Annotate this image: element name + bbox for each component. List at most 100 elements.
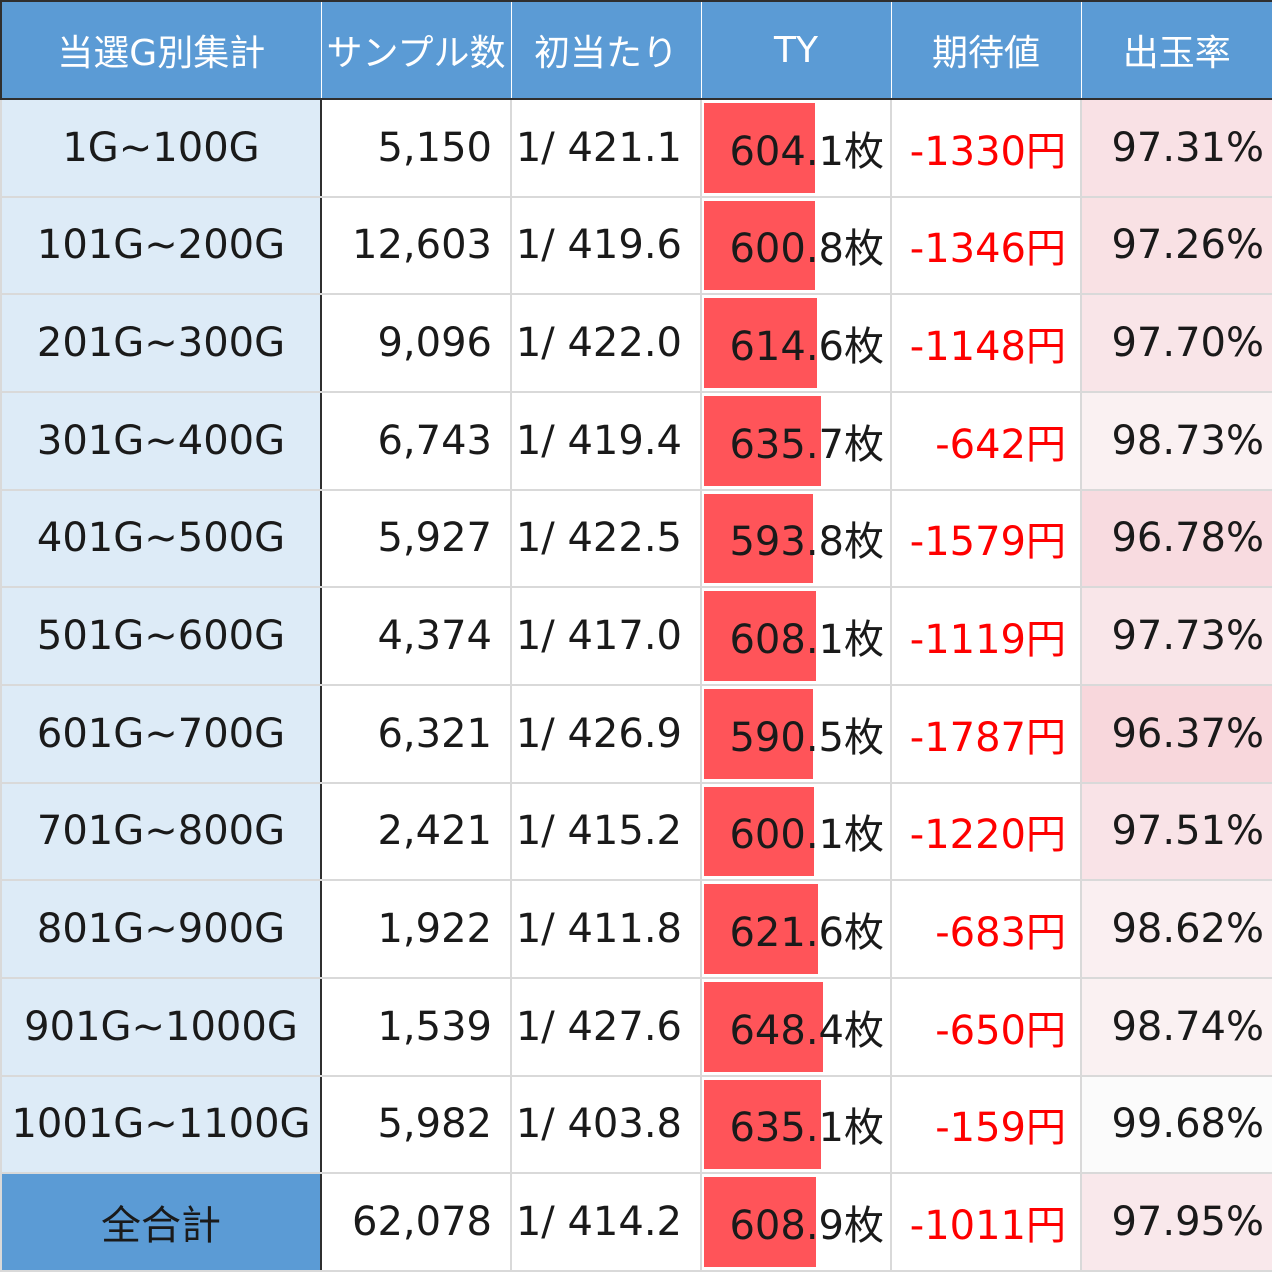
- first-hit-cell: 1/ 419.4: [510, 390, 702, 491]
- range-cell: 1G~100G: [0, 98, 322, 198]
- first-hit-cell: 1/ 417.0: [510, 586, 702, 686]
- samples-cell: 9,096: [320, 293, 512, 393]
- ty-cell: 635.1枚: [700, 1074, 892, 1175]
- ty-cell: 590.5枚: [700, 683, 892, 784]
- ty-bar: [704, 884, 819, 974]
- ty-bar: [704, 1079, 821, 1170]
- header-cell: TY: [701, 1, 892, 100]
- expected-value-cell: -1787円: [890, 683, 1082, 784]
- payout-rate-cell: 97.31%: [1080, 98, 1272, 198]
- range-cell: 301G~400G: [0, 390, 322, 491]
- expected-value-cell: -650円: [890, 976, 1082, 1077]
- ty-value: 621.6枚: [729, 910, 884, 957]
- expected-value-cell: -1011円: [890, 1172, 1082, 1272]
- ty-bar: [704, 688, 813, 779]
- expected-value-cell: -1346円: [890, 195, 1082, 296]
- ty-cell: 593.8枚: [700, 488, 892, 589]
- first-hit-cell: 1/ 419.6: [510, 195, 702, 296]
- first-hit-cell: 1/ 421.1: [510, 98, 702, 198]
- table-row: 501G~600G 4,374 1/ 417.0 608.1枚 -1119円 97.73%: [0, 586, 1272, 686]
- range-cell: 201G~300G: [0, 293, 322, 393]
- payout-rate-cell: 98.74%: [1080, 976, 1272, 1077]
- range-cell: 701G~800G: [0, 781, 322, 882]
- first-hit-cell: 1/ 403.8: [510, 1074, 702, 1175]
- samples-cell: 4,374: [320, 586, 512, 686]
- samples-cell: 5,982: [320, 1074, 512, 1175]
- ty-bar: [704, 1177, 817, 1267]
- expected-value-cell: -159円: [890, 1074, 1082, 1175]
- ty-value: 600.1枚: [729, 812, 884, 859]
- expected-value-cell: -1220円: [890, 781, 1082, 882]
- samples-cell: 1,539: [320, 976, 512, 1077]
- total-row: 全合計 62,078 1/ 414.2 608.9枚 -1011円 97.95%: [0, 1172, 1272, 1272]
- payout-rate-cell: 97.95%: [1080, 1172, 1272, 1272]
- expected-value-cell: -1148円: [890, 293, 1082, 393]
- header-cell: 初当たり: [511, 1, 702, 100]
- first-hit-cell: 1/ 427.6: [510, 976, 702, 1077]
- samples-cell: 1,922: [320, 879, 512, 979]
- first-hit-cell: 1/ 422.5: [510, 488, 702, 589]
- ty-value: 608.9枚: [729, 1203, 884, 1250]
- payout-rate-cell: 97.51%: [1080, 781, 1272, 882]
- header-row: 当選G別集計 サンプル数 初当たり TY 期待値 出玉率: [1, 1, 1272, 100]
- table-row: 701G~800G 2,421 1/ 415.2 600.1枚 -1220円 97.51%: [0, 781, 1272, 882]
- first-hit-cell: 1/ 422.0: [510, 293, 702, 393]
- payout-rate-cell: 96.78%: [1080, 488, 1272, 589]
- ty-cell: 608.1枚: [700, 586, 892, 686]
- ty-bar: [704, 103, 816, 193]
- payout-rate-cell: 97.70%: [1080, 293, 1272, 393]
- payout-rate-cell: 99.68%: [1080, 1074, 1272, 1175]
- table-row: 901G~1000G 1,539 1/ 427.6 648.4枚 -650円 98.74%: [0, 976, 1272, 1077]
- payout-rate-cell: 97.73%: [1080, 586, 1272, 686]
- ty-cell: 600.1枚: [700, 781, 892, 882]
- table-row: 1001G~1100G 5,982 1/ 403.8 635.1枚 -159円 99.68…: [0, 1074, 1272, 1175]
- expected-value-cell: -1579円: [890, 488, 1082, 589]
- ty-cell: 648.4枚: [700, 976, 892, 1077]
- samples-cell: 2,421: [320, 781, 512, 882]
- ty-value: 600.8枚: [729, 226, 884, 273]
- range-cell: 全合計: [0, 1172, 322, 1272]
- header-cell: 期待値: [891, 1, 1082, 100]
- table-row: 201G~300G 9,096 1/ 422.0 614.6枚 -1148円 97.70%: [0, 293, 1272, 393]
- ty-bar: [704, 591, 816, 681]
- samples-cell: 5,927: [320, 488, 512, 589]
- ty-bar: [704, 298, 818, 388]
- ty-cell: 621.6枚: [700, 879, 892, 979]
- ty-bar: [704, 786, 815, 877]
- samples-cell: 5,150: [320, 98, 512, 198]
- header-cell: 出玉率: [1081, 1, 1272, 100]
- header-cell: サンプル数: [321, 1, 512, 100]
- table-row: 401G~500G 5,927 1/ 422.5 593.8枚 -1579円 96.78%: [0, 488, 1272, 589]
- payout-rate-cell: 98.62%: [1080, 879, 1272, 979]
- ty-cell: 635.7枚: [700, 390, 892, 491]
- ty-bar: [704, 395, 821, 486]
- range-cell: 601G~700G: [0, 683, 322, 784]
- table-row: 1G~100G 5,150 1/ 421.1 604.1枚 -1330円 97.31%: [0, 98, 1272, 198]
- expected-value-cell: -642円: [890, 390, 1082, 491]
- first-hit-cell: 1/ 414.2: [510, 1172, 702, 1272]
- ty-value: 614.6枚: [729, 324, 884, 371]
- expected-value-cell: -1330円: [890, 98, 1082, 198]
- table-row: 101G~200G 12,603 1/ 419.6 600.8枚 -1346円 97.26…: [0, 195, 1272, 296]
- table-row: 801G~900G 1,922 1/ 411.8 621.6枚 -683円 98.62%: [0, 879, 1272, 979]
- ty-cell: 614.6枚: [700, 293, 892, 393]
- ty-value: 593.8枚: [729, 519, 884, 566]
- ty-value: 635.7枚: [729, 421, 884, 468]
- header-cell: 当選G別集計: [1, 1, 322, 100]
- range-cell: 901G~1000G: [0, 976, 322, 1077]
- samples-cell: 62,078: [320, 1172, 512, 1272]
- ty-value: 604.1枚: [729, 128, 884, 175]
- range-cell: 101G~200G: [0, 195, 322, 296]
- payout-rate-cell: 96.37%: [1080, 683, 1272, 784]
- range-cell: 401G~500G: [0, 488, 322, 589]
- range-cell: 501G~600G: [0, 586, 322, 686]
- samples-cell: 6,321: [320, 683, 512, 784]
- ty-cell: 608.9枚: [700, 1172, 892, 1272]
- ty-value: 608.1枚: [729, 617, 884, 664]
- ty-cell: 600.8枚: [700, 195, 892, 296]
- samples-cell: 6,743: [320, 390, 512, 491]
- first-hit-cell: 1/ 426.9: [510, 683, 702, 784]
- ty-cell: 604.1枚: [700, 98, 892, 198]
- payout-rate-cell: 98.73%: [1080, 390, 1272, 491]
